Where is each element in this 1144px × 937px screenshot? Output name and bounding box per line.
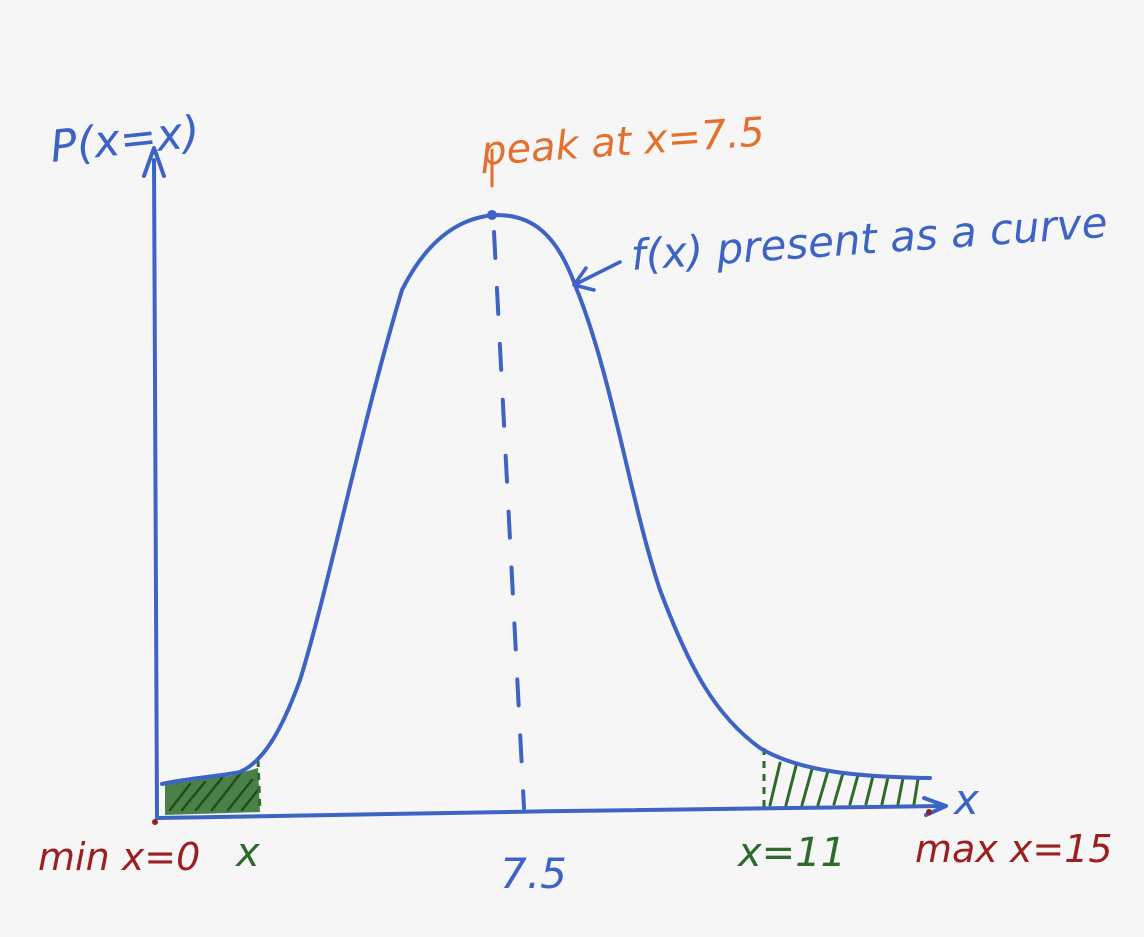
arrow-left-icon (572, 260, 622, 292)
max-label: max x=15 (915, 827, 1113, 871)
center-tick-label: 7.5 (500, 849, 567, 898)
left-marker-dashed-line (256, 759, 262, 813)
left-tail-hatching (168, 772, 260, 812)
y-axis-line (152, 158, 159, 820)
min-label: min x=0 (38, 835, 200, 879)
distribution-curve (160, 212, 932, 786)
y-axis-label: P(x=x) (48, 107, 202, 173)
x-axis-line (155, 804, 944, 820)
curve-note-label: f(x) present as a curve (629, 198, 1109, 280)
peak-label: peak at x=7.5 (478, 109, 766, 175)
x-axis-label: x (952, 775, 980, 824)
x-marker-label: x (234, 830, 260, 876)
arrow-up-icon (142, 146, 166, 178)
right-marker-label: x=11 (736, 830, 846, 876)
center-dashed-line (492, 230, 526, 810)
arrow-right-icon (922, 796, 948, 817)
origin-point (152, 819, 158, 825)
peak-point (487, 210, 497, 220)
right-tail-hatching (768, 761, 920, 807)
max-point (926, 809, 932, 815)
